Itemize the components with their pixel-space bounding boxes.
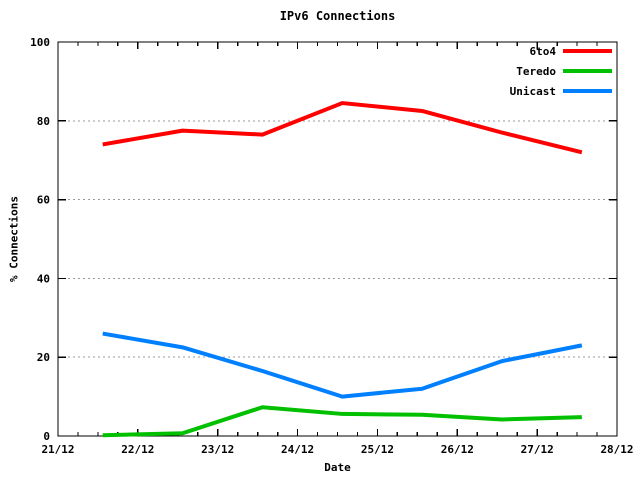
x-tick-label: 25/12 [361, 443, 394, 456]
x-tick-label: 24/12 [281, 443, 314, 456]
y-tick-label: 100 [30, 36, 50, 49]
series-line-6to4 [102, 101, 583, 155]
series-line-teredo [102, 405, 582, 438]
x-tick-label: 23/12 [201, 443, 234, 456]
chart-title: IPv6 Connections [279, 9, 396, 23]
x-tick-label: 28/12 [600, 443, 633, 456]
y-tick-label: 40 [37, 272, 50, 285]
y-tick-label: 80 [37, 115, 50, 128]
y-tick-label: 60 [37, 194, 50, 207]
x-tick-label: 26/12 [441, 443, 474, 456]
series-line-unicast [102, 331, 583, 399]
y-tick-label: 0 [43, 430, 50, 443]
legend-label-6to4: 6to4 [530, 45, 557, 58]
legend-label-unicast: Unicast [510, 85, 556, 98]
x-axis-label: Date [324, 461, 351, 474]
y-tick-label: 20 [37, 351, 50, 364]
x-tick-label: 22/12 [121, 443, 154, 456]
legend-label-teredo: Teredo [516, 65, 556, 78]
x-tick-label: 21/12 [41, 443, 74, 456]
x-tick-label: 27/12 [521, 443, 554, 456]
plot-border [57, 41, 618, 437]
y-axis-label: % Connections [7, 195, 21, 283]
